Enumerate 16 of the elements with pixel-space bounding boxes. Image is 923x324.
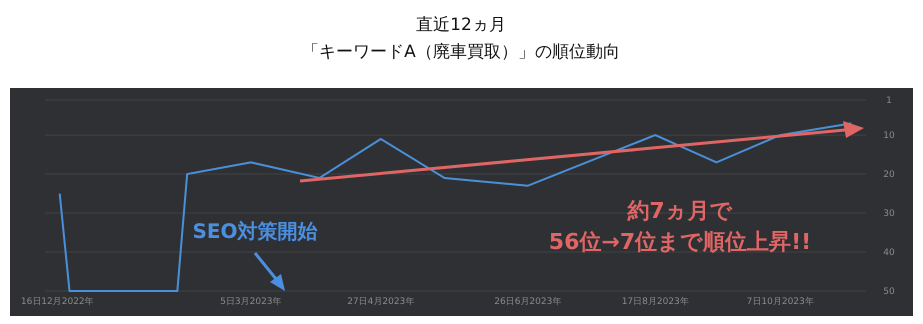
annotation: SEO対策開始 (192, 219, 319, 243)
y-tick-label: 50 (883, 287, 895, 297)
x-tick-label: 16日12月2022年 (20, 296, 94, 307)
annotation: 約7ヵ月で 56位→7位まで順位上昇!! (548, 199, 812, 255)
x-tick-label: 5日3月2023年 (220, 296, 282, 307)
y-tick-label: 30 (883, 209, 895, 220)
chart-title: 直近12ヵ月 (416, 15, 506, 35)
x-tick-label: 17日8月2023年 (622, 296, 689, 307)
y-tick-label: 10 (883, 131, 895, 142)
x-tick-label: 27日4月2023年 (347, 296, 414, 307)
y-tick-label: 1 (886, 96, 892, 106)
chart-subtitle: 「キーワードA（廃車買取）」の順位動向 (302, 42, 620, 62)
y-tick-label: 20 (883, 170, 895, 180)
y-tick-label: 40 (883, 248, 895, 258)
x-tick-label: 26日6月2023年 (494, 296, 562, 307)
x-tick-label: 7日10月2023年 (746, 296, 814, 307)
